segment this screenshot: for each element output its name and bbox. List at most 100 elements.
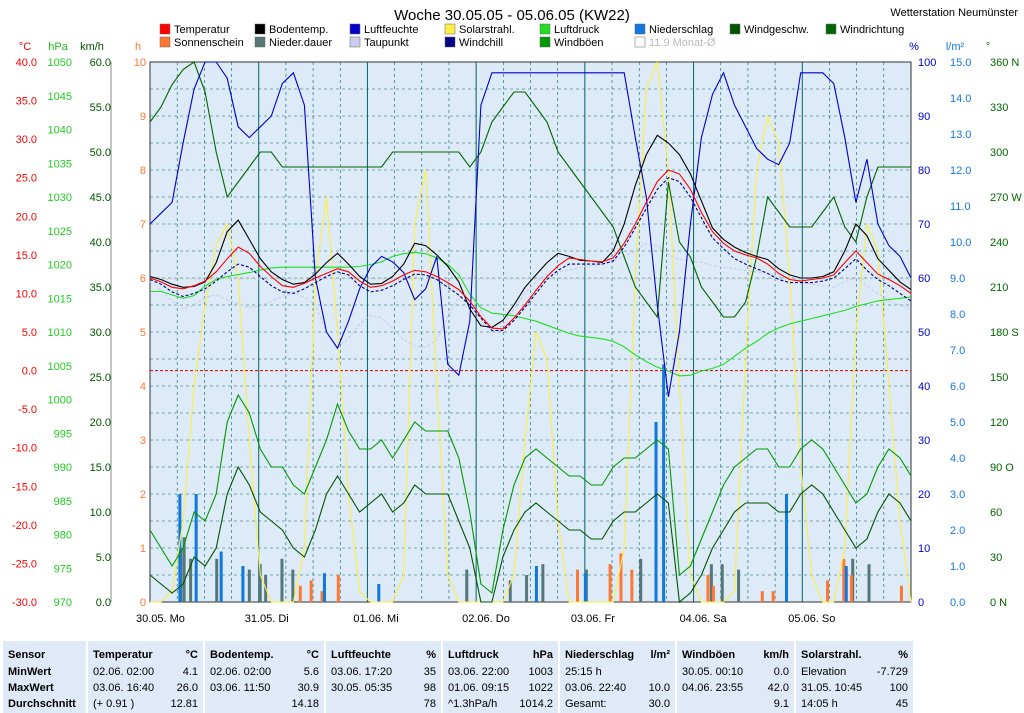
nieder-dauer-bar — [720, 564, 724, 602]
niederschlag-bar — [322, 573, 326, 602]
nieder-dauer-bar — [737, 569, 741, 602]
stats-cell: (+ 0.91 ) — [93, 698, 135, 710]
tick-label: 2.0 — [950, 525, 965, 537]
tick-label: 1015 — [48, 293, 72, 305]
tick-label: 50 — [918, 327, 930, 339]
tick-label: 985 — [54, 496, 72, 508]
tick-label: 40 — [918, 381, 930, 393]
legend-label: Windböen — [554, 37, 604, 49]
nieder-dauer-bar — [215, 558, 219, 602]
niederschlag-bar — [844, 566, 848, 602]
stats-cell: Luftdruck — [448, 649, 499, 661]
x-tick-label: 01.06. Mi — [353, 613, 398, 625]
stats-cell: 78 — [423, 698, 436, 710]
axis-ticks: 40.035.030.025.020.015.010.05.00.0-5.0-1… — [12, 57, 1022, 609]
stats-panel: Luftdruck hPa 03.06. 22:00 1003 01.06. 09:15… — [443, 641, 558, 713]
stats-cell: 4.1 — [182, 666, 198, 678]
stats-cell: 03.06. 16:40 — [93, 682, 155, 694]
series-line — [149, 242, 912, 349]
tick-label: 10.0 — [950, 237, 971, 249]
tick-label: 3.0 — [950, 489, 965, 501]
nieder-dauer-bar — [639, 558, 643, 602]
stats-cell: °C — [306, 649, 319, 661]
tick-label: 1.0 — [950, 561, 965, 573]
weather-week-chart: Woche 30.05.05 - 05.06.05 (KW22) Wetters… — [12, 7, 1022, 625]
tick-label: 0.0 — [96, 597, 111, 609]
tick-label: 40.0 — [90, 237, 111, 249]
tick-label: 30.0 — [90, 327, 111, 339]
tick-label: -20.0 — [12, 520, 37, 532]
stats-cell: 03.06. 22:40 — [565, 682, 627, 694]
tick-label: 120 — [990, 417, 1008, 429]
axis-units: °C hPa km/h h % l/m² ° — [19, 41, 990, 53]
stats-cell: -7.729 — [876, 666, 908, 678]
sonnenschein-bar — [771, 591, 775, 602]
tick-label: 5.0 — [22, 327, 37, 339]
stats-cell: 98 — [423, 682, 436, 694]
stats-panel: Sensor MinWert MaxWert Durchschnitt — [3, 641, 86, 713]
legend-swatch — [254, 23, 266, 35]
legend-swatch — [444, 36, 456, 48]
stats-cell: % — [426, 649, 436, 661]
legend-swatch — [539, 23, 551, 35]
stats-cell: 45 — [895, 698, 908, 710]
tick-label: 55.0 — [90, 102, 111, 114]
tick-label: 1010 — [48, 327, 72, 339]
stats-cell: Luftfeuchte — [331, 649, 391, 661]
tick-label: 1005 — [48, 361, 72, 373]
stats-cell: 30.9 — [297, 682, 319, 694]
stats-cell: 42.0 — [767, 682, 789, 694]
tick-label: -10.0 — [12, 443, 37, 455]
series-line — [149, 61, 911, 319]
tick-label: 980 — [54, 530, 72, 542]
tick-label: 330 — [990, 102, 1008, 114]
tick-label: 0 N — [990, 597, 1007, 609]
stats-cell: 01.06. 09:15 — [448, 682, 510, 694]
series-line — [149, 169, 912, 330]
tick-label: 240 — [990, 237, 1008, 249]
tick-label: 300 — [990, 147, 1008, 159]
stats-table: Sensor MinWert MaxWert Durchschnitt Temperat… — [0, 640, 1024, 713]
sonnenschein-bar — [298, 585, 302, 602]
nieder-dauer-bar — [280, 558, 284, 602]
tick-label: 15.0 — [16, 250, 37, 262]
stats-panel: Luftfeuchte% 03.06. 17:20 35 30.05. 05:35 98… — [326, 641, 441, 713]
stats-cell: Durchschnitt — [8, 698, 76, 710]
tick-label: 0.0 — [950, 597, 965, 609]
tick-label: -5.0 — [18, 404, 37, 416]
tick-label: 60 — [990, 507, 1002, 519]
stats-panel: Windböen km/h 30.05. 00:10 0.0 04.06. 23:55 4… — [677, 641, 794, 713]
stats-cell: Niederschlag — [565, 649, 635, 661]
nieder-dauer-bar — [182, 537, 186, 602]
tick-label: 45.0 — [90, 192, 111, 204]
stats-cell: Solarstrahl. — [801, 649, 862, 661]
tick-label: -30.0 — [12, 597, 37, 609]
legend-swatch — [159, 23, 171, 35]
niederschlag-bar — [654, 422, 658, 602]
unit-deg: ° — [986, 41, 990, 53]
tick-label: 360 N — [990, 57, 1019, 69]
tick-label: 30.0 — [16, 134, 37, 146]
tick-label: 30 — [990, 552, 1002, 564]
legend-label: Windchill — [459, 37, 503, 49]
tick-label: 40.0 — [16, 57, 37, 69]
stats-cell: 30.0 — [648, 698, 670, 710]
nieder-dauer-bar — [247, 569, 251, 602]
tick-label: 8.0 — [950, 309, 965, 321]
tick-label: 13.0 — [950, 129, 971, 141]
tick-label: 8 — [140, 165, 146, 177]
tick-label: 1 — [140, 543, 146, 555]
tick-label: 970 — [54, 597, 72, 609]
station-name: Wetterstation Neumünster — [890, 7, 1018, 19]
legend-label: Luftdruck — [554, 24, 600, 36]
nieder-dauer-bar — [291, 569, 295, 602]
x-tick-label: 30.05. Mo — [136, 613, 185, 625]
unit-temp: °C — [19, 41, 31, 53]
stats-panel: Niederschlag l/m² 25:15 h 03.06. 22:40 10.0 G… — [560, 641, 675, 713]
stats-cell: 1014.2 — [519, 698, 553, 710]
tick-label: 20.0 — [90, 417, 111, 429]
tick-label: 12.0 — [950, 165, 971, 177]
stats-cell: 14.18 — [291, 698, 319, 710]
stats-cell: 35 — [423, 666, 436, 678]
tick-label: 60 — [918, 273, 930, 285]
